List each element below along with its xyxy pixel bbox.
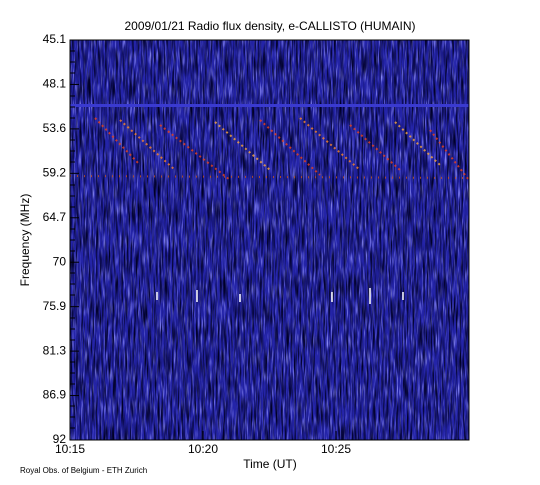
x-axis-label: Time (UT) xyxy=(243,457,297,471)
y-tick-label: 70 xyxy=(53,254,67,268)
minor-ticks xyxy=(70,50,75,429)
y-tick-label: 45.1 xyxy=(43,32,67,46)
x-tick-label: 10:15 xyxy=(55,442,85,456)
y-tick-label: 59.2 xyxy=(43,166,67,180)
chart-title: 2009/01/21 Radio flux density, e-CALLIST… xyxy=(124,19,415,33)
y-axis-label: Frequency (MHz) xyxy=(18,194,32,287)
y-tick-label: 64.7 xyxy=(43,210,67,224)
y-tick-label: 75.9 xyxy=(43,299,67,313)
y-tick-label: 53.6 xyxy=(43,121,67,135)
x-tick-label: 10:20 xyxy=(188,442,218,456)
spectrogram xyxy=(69,40,470,440)
y-tick-label: 81.3 xyxy=(43,343,67,357)
x-tick-label: 10:25 xyxy=(321,442,351,456)
footer: Royal Obs. of Belgium - ETH Zurich xyxy=(20,466,147,475)
y-tick-label: 48.1 xyxy=(43,77,67,91)
y-tick-label: 86.9 xyxy=(43,388,67,402)
y-tick-label: 92 xyxy=(53,432,67,446)
